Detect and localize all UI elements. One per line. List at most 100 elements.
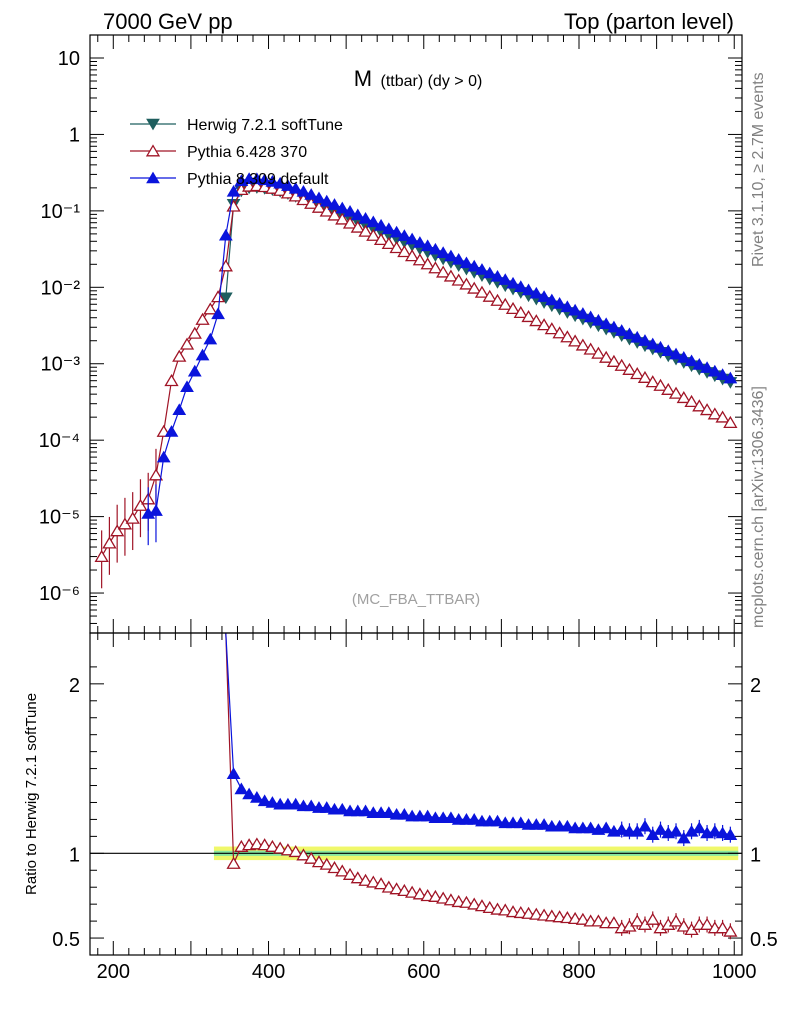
pythia-8-309-default-point [381,222,396,235]
pythia-6-428-370-point [529,314,544,327]
legend-marker-pythia-6-428-370 [145,144,161,157]
pythia-6-428-370-ratio-point [498,903,513,916]
pythia-6-428-370-point [474,285,490,298]
pythia-8-309-default-point [498,273,513,285]
plot-title-sub: (ttbar) (dy > 0) [380,73,482,90]
pythia-6-428-370-ratio-point [420,889,435,902]
pythia-6-428-370-point [436,265,451,278]
pythia-6-428-370-point [94,549,109,563]
pythia-6-428-370-ratio-point [723,924,738,937]
pythia-6-428-370-point [451,273,466,286]
pythia-8-309-default-ratio-point [381,806,396,818]
pythia-8-309-default-point [413,236,427,248]
pythia-8-309-default-point [250,172,264,185]
pythia-8-309-default-point [203,332,218,345]
pythia-6-428-370-point [327,208,342,221]
pythia-8-309-default-point [661,344,676,357]
pythia-6-428-370-point [661,382,676,395]
x-tick-label: 400 [252,961,285,983]
pythia-6-428-370-point [653,378,668,391]
pythia-8-309-default-ratio-point [653,823,668,835]
pythia-6-428-370-ratio-point [668,914,684,927]
pythia-8-309-default-ratio-point [265,796,280,808]
pythia-8-309-default-point [211,307,225,320]
pythia-6-428-370-point [645,375,660,388]
pythia-6-428-370-point [133,498,148,511]
pythia-8-309-default-point [513,280,528,292]
pythia-8-309-default-point [645,337,660,350]
pythia-8-309-default-point [366,215,381,228]
pythia-8-309-default-ratio-point [304,799,319,812]
pythia-8-309-default-ratio-point [397,807,412,820]
pythia-6-428-370-point [373,232,389,246]
pythia-6-428-370-ratio-point [529,907,544,920]
x-tick-label: 1000 [712,961,757,983]
pythia-8-309-default-point [358,211,373,224]
pythia-6-428-370-ratio-point [428,889,443,902]
pythia-6-428-370-ratio-point [567,911,583,925]
ratio-y-tick-label: 2 [69,675,80,697]
pythia-8-309-default-point [312,191,326,204]
pythia-8-309-default-point [436,246,451,258]
pythia-8-309-default-point [583,310,598,323]
pythia-6-428-370-point [218,259,233,272]
pythia-6-428-370-ratio-point [358,873,373,886]
pythia-6-428-370-point [164,374,179,387]
plot-title: M (ttbar) (dy > 0) [354,66,483,91]
main-y-tick-label: 10⁻² [41,277,81,299]
pythia-6-428-370-point [397,245,412,258]
pythia-8-309-default-point [187,364,202,377]
pythia-6-428-370-point [311,200,327,213]
process-label: Top (parton level) [564,9,734,34]
pythia-8-309-default-ratio-point [234,782,249,795]
x-tick-label: 800 [562,961,595,983]
pythia-8-309-default-point [560,300,575,313]
pythia-6-428-370-ratio-point [249,837,265,850]
pythia-6-428-370-point [668,386,684,399]
pythia-8-309-default-point [707,364,722,377]
pythia-6-428-370-point [420,257,435,270]
legend-marker-herwig-7-2-1-softtune [146,118,160,131]
main-y-tick-label: 10⁻⁵ [39,507,80,529]
pythia-8-309-default-point [397,229,412,241]
x-tick-label: 200 [97,961,130,983]
pythia-6-428-370-point [552,326,567,339]
pythia-8-309-default-point [296,184,311,197]
pythia-6-428-370-ratio-point [505,905,521,918]
pythia-8-309-default-point [405,232,419,245]
herwig-7-2-1-softtune-line [225,186,731,383]
pythia-8-309-default-ratio-point [288,797,303,810]
pythia-6-428-370-point [723,415,738,429]
herwig-7-2-1-softtune-point [218,292,233,305]
pythia-8-309-default-ratio-point [614,823,629,835]
pythia-8-309-default-ratio-point [467,813,482,825]
pythia-6-428-370-ratio-point [327,861,342,874]
plot-title-main: M [354,66,372,91]
pythia-6-428-370-point [560,330,575,343]
legend-marker-pythia-8-309-default [146,171,160,184]
pythia-6-428-370-point [195,312,210,325]
pythia-6-428-370-point [249,179,265,192]
pythia-8-309-default-point [490,269,505,282]
pythia-8-309-default-ratio-point [420,809,435,822]
pythia-6-428-370-point [412,253,428,266]
pythia-6-428-370-ratio-point [366,875,381,888]
pythia-8-309-default-point [638,334,652,346]
ratio-y-tick-label: 1 [69,844,80,866]
pythia-8-309-default-ratio-point [723,828,738,840]
analysis-watermark: (MC_FBA_TTBAR) [352,591,480,608]
pythia-8-309-default-ratio-point [490,814,505,827]
pythia-6-428-370-ratio-point [606,916,622,929]
main-y-tick-label: 10⁻³ [41,354,81,376]
pythia-8-309-default-point [374,218,388,231]
pythia-6-428-370-point [148,468,164,481]
pythia-8-309-default-point [669,347,683,360]
pythia-8-309-default-point [529,286,544,299]
pythia-6-428-370-point [482,289,497,302]
pythia-8-309-default-point [288,181,303,194]
pythia-6-428-370-ratio-point [699,917,715,930]
pythia-8-309-default-ratio-point [358,804,373,817]
pythia-6-428-370-point [459,277,474,290]
pythia-8-309-default-point [273,176,288,189]
pythia-8-309-default-point [444,249,458,262]
